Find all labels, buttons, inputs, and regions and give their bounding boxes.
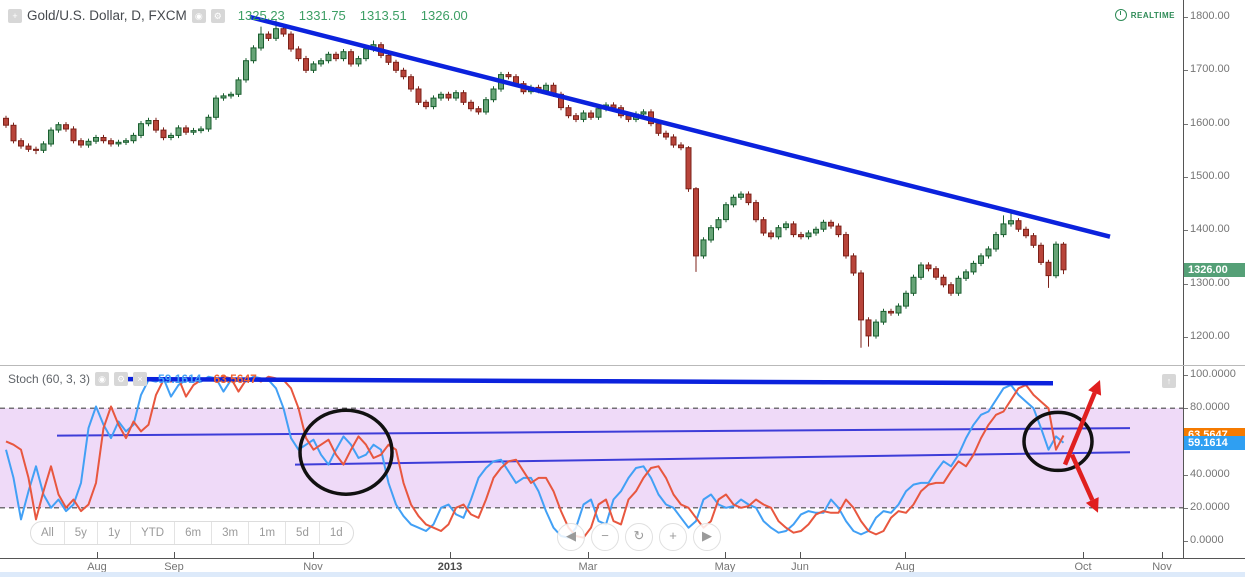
time-tick (800, 552, 801, 558)
stoch-tick (1184, 375, 1188, 376)
range-button-3m[interactable]: 3m (211, 522, 248, 544)
time-tick (450, 552, 451, 558)
close-icon[interactable]: × (133, 372, 148, 386)
range-button-6m[interactable]: 6m (174, 522, 211, 544)
time-axis-label: Aug (87, 561, 107, 573)
stoch-value-badge: 59.1614 (1184, 436, 1245, 450)
stoch-axis-label: 80.0000 (1190, 401, 1230, 413)
main-chart-header: + Gold/U.S. Dollar, D, FXCM ◉ ⚙ 1325.23 … (8, 8, 468, 23)
time-axis-divider (0, 558, 1245, 559)
price-axis-label: 1700.00 (1190, 63, 1230, 75)
price-tick (1184, 124, 1188, 125)
candlestick-chart[interactable] (0, 0, 1183, 365)
time-tick (725, 552, 726, 558)
time-tick (905, 552, 906, 558)
eye-icon[interactable]: ◉ (95, 372, 110, 386)
nav-toolbar: ◀ − ↻ + ▶ (557, 523, 721, 551)
time-axis-label: Jun (791, 561, 809, 573)
stoch-title: Stoch (60, 3, 3) (8, 372, 91, 386)
time-axis-label: Mar (578, 561, 598, 573)
stoch-axis-label: 40.0000 (1190, 468, 1230, 480)
panel-collapse-icon[interactable]: ↑ (1162, 374, 1176, 388)
time-axis-label: 2013 (437, 561, 463, 573)
ohlc-values: 1325.23 1331.75 1313.51 1326.00 (238, 8, 468, 23)
stoch-k-value: 59.1614 (158, 372, 202, 386)
time-axis-label: Oct (1074, 561, 1092, 573)
price-tick (1184, 70, 1188, 71)
time-tick (313, 552, 314, 558)
price-axis-label: 1300.00 (1190, 277, 1230, 289)
price-tick (1184, 177, 1188, 178)
symbol-title: Gold/U.S. Dollar, D, FXCM (27, 8, 187, 23)
price-tick (1184, 230, 1188, 231)
stochastic-panel-chart[interactable] (0, 365, 1183, 558)
range-button-5d[interactable]: 5d (285, 522, 319, 544)
stoch-d-value: 63.5647 (213, 372, 257, 386)
range-button-1y[interactable]: 1y (96, 522, 130, 544)
low-value: 1313.51 (359, 8, 407, 23)
time-axis-label: Nov (1152, 561, 1172, 573)
stoch-header: Stoch (60, 3, 3) ◉ ⚙ × 59.1614 63.5647 (8, 372, 257, 386)
range-button-5y[interactable]: 5y (63, 522, 97, 544)
time-axis-label: Sep (164, 561, 184, 573)
close-value: 1326.00 (420, 8, 468, 23)
bottom-strip (0, 572, 1245, 577)
high-value: 1331.75 (298, 8, 346, 23)
price-tick (1184, 284, 1188, 285)
range-button-1m[interactable]: 1m (248, 522, 285, 544)
time-axis-label: May (714, 561, 736, 573)
reset-button[interactable]: ↻ (625, 523, 653, 551)
stoch-axis-label: 20.0000 (1190, 501, 1230, 513)
stoch-tick (1184, 508, 1188, 509)
forward-button[interactable]: ▶ (693, 523, 721, 551)
price-axis-label: 1500.00 (1190, 170, 1230, 182)
range-button-all[interactable]: All (41, 527, 54, 539)
stoch-axis-label: 0.0000 (1190, 534, 1224, 546)
stoch-tick (1184, 541, 1188, 542)
time-tick (1083, 552, 1084, 558)
zoom-in-button[interactable]: + (659, 523, 687, 551)
price-axis-label: 1400.00 (1190, 223, 1230, 235)
range-button-1d[interactable]: 1d (318, 522, 353, 544)
zoom-out-button[interactable]: − (591, 523, 619, 551)
panel-divider[interactable] (0, 365, 1245, 366)
range-toolbar: All 5y 1y YTD 6m 3m 1m 5d 1d (30, 521, 354, 545)
time-tick (1162, 552, 1163, 558)
price-axis-label: 1800.00 (1190, 10, 1230, 22)
add-symbol-icon[interactable]: + (8, 8, 22, 23)
realtime-label: REALTIME (1130, 10, 1175, 20)
price-axis-label: 1200.00 (1190, 330, 1230, 342)
stoch-axis-label: 100.0000 (1190, 368, 1236, 380)
realtime-badge: REALTIME (1114, 9, 1175, 21)
range-button-ytd[interactable]: YTD (130, 522, 174, 544)
open-value: 1325.23 (237, 8, 285, 23)
stoch-tick (1184, 408, 1188, 409)
time-tick (97, 552, 98, 558)
eye-icon[interactable]: ◉ (191, 8, 206, 23)
clock-icon (1114, 9, 1127, 21)
time-axis-label: Nov (303, 561, 323, 573)
gear-icon[interactable]: ⚙ (210, 8, 225, 23)
time-tick (174, 552, 175, 558)
time-tick (588, 552, 589, 558)
price-tick (1184, 17, 1188, 18)
price-axis-label: 1600.00 (1190, 117, 1230, 129)
price-tick (1184, 337, 1188, 338)
back-button[interactable]: ◀ (557, 523, 585, 551)
price-axis-divider (1183, 0, 1184, 558)
last-price-badge: 1326.00 (1184, 263, 1245, 277)
stoch-tick (1184, 475, 1188, 476)
time-axis-label: Aug (895, 561, 915, 573)
gear-icon[interactable]: ⚙ (114, 372, 129, 386)
